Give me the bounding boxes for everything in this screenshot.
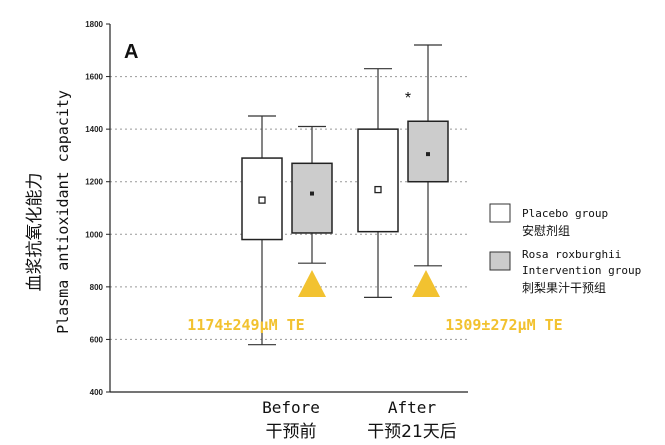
x-label-cn-before: 干预前 — [266, 422, 317, 442]
axes — [109, 24, 468, 393]
y-tick-label: 600 — [90, 335, 104, 344]
legend-swatch-placebo — [489, 203, 511, 223]
x-label-cn-after: 干预21天后 — [367, 422, 457, 442]
triangle-markers — [298, 270, 440, 297]
median-marker — [426, 152, 430, 157]
median-marker — [374, 185, 382, 194]
boxes — [241, 44, 449, 346]
median-marker — [310, 191, 314, 196]
box-intervention-after — [407, 44, 449, 267]
x-label-before: Before — [262, 398, 320, 417]
annotation-before: 1174±249μM TE — [187, 316, 304, 334]
significance-marker: * — [405, 90, 411, 107]
y-tick-label: 800 — [90, 283, 104, 292]
legend-swatch-intervention — [489, 251, 511, 271]
legend-label-intervention: Rosa roxburghii Intervention group — [522, 248, 641, 277]
grid-lines — [110, 76, 468, 340]
median-marker — [258, 196, 266, 204]
mean-annotations: 1174±249μM TE 1309±272μM TE — [187, 316, 562, 334]
legend-label-intervention-cn: 刺梨果汁干预组 — [522, 281, 606, 295]
box-placebo-after — [357, 68, 399, 298]
legend: Placebo group 安慰剂组 Rosa roxburghii Interv… — [489, 203, 641, 295]
legend-label-placebo-cn: 安慰剂组 — [522, 223, 570, 238]
y-axis-ticks: 400 600 800 1000 1200 1400 1600 1800 — [85, 20, 110, 397]
triangle-marker — [298, 270, 326, 297]
panel-label: A — [124, 41, 138, 63]
triangle-marker — [412, 270, 440, 297]
y-axis-label-en: Plasma antioxidant capacity — [54, 90, 72, 334]
box-body — [407, 120, 449, 183]
y-tick-label: 1600 — [85, 73, 103, 82]
y-tick-label: 1200 — [85, 178, 103, 187]
box-body — [357, 128, 399, 233]
y-tick-label: 400 — [90, 388, 104, 397]
y-axis-label-cn: 血浆抗氧化能力 — [25, 173, 45, 292]
box-placebo-before — [241, 115, 283, 346]
y-tick-label: 1800 — [85, 20, 103, 29]
box-body — [291, 162, 333, 234]
legend-label-placebo: Placebo group — [522, 207, 608, 220]
annotation-after: 1309±272μM TE — [445, 316, 562, 334]
y-tick-label: 1400 — [85, 125, 103, 134]
y-tick-label: 1000 — [85, 230, 103, 239]
x-label-after: After — [388, 398, 437, 417]
x-axis-labels: Before 干预前 After 干预21天后 — [262, 398, 457, 442]
box-intervention-before — [291, 125, 333, 264]
